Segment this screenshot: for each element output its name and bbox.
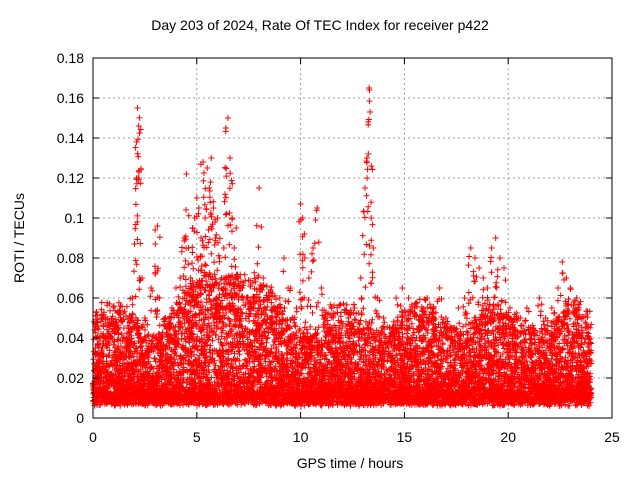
x-axis-label: GPS time / hours bbox=[296, 455, 404, 471]
data-point bbox=[239, 294, 246, 301]
data-point bbox=[350, 301, 357, 308]
data-point bbox=[463, 328, 470, 335]
data-point bbox=[182, 283, 189, 290]
data-point bbox=[214, 267, 221, 274]
data-point bbox=[215, 336, 222, 343]
data-point bbox=[319, 312, 326, 319]
chart-title: Day 203 of 2024, Rate Of TEC Index for r… bbox=[151, 17, 489, 33]
data-point bbox=[507, 304, 513, 311]
data-point bbox=[227, 318, 234, 325]
data-points bbox=[90, 85, 595, 409]
data-point bbox=[424, 327, 431, 333]
data-point bbox=[401, 326, 408, 333]
data-point bbox=[523, 358, 530, 365]
data-point bbox=[111, 338, 118, 345]
data-point bbox=[273, 296, 280, 303]
data-point bbox=[251, 269, 258, 276]
data-point bbox=[497, 306, 504, 313]
data-point bbox=[216, 387, 223, 394]
data-point bbox=[236, 347, 243, 354]
data-point bbox=[141, 333, 148, 340]
